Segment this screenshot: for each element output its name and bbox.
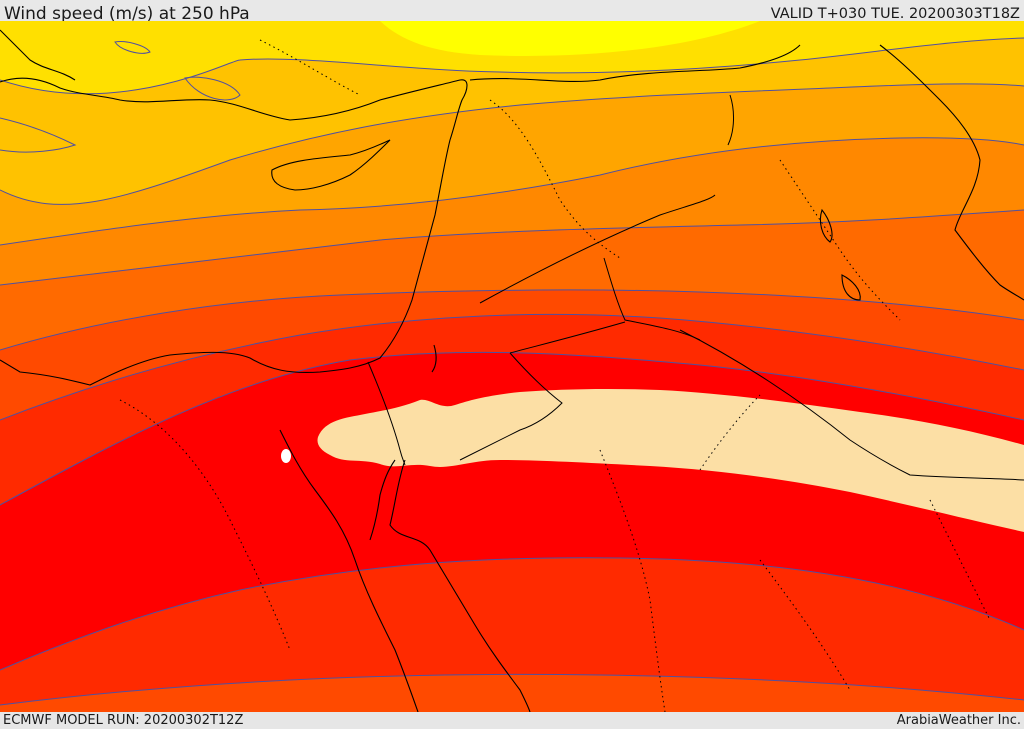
- jet-core: [317, 388, 1024, 532]
- border: [603, 257, 701, 341]
- coastline-lake: [819, 208, 833, 243]
- coastline-cyprus: [271, 139, 391, 191]
- contour-line: [0, 557, 1024, 671]
- coastline-aegean: [0, 29, 76, 81]
- border: [679, 329, 1024, 481]
- borders: [367, 94, 1024, 481]
- coastline-east: [879, 44, 1024, 301]
- contour-line: [184, 76, 241, 101]
- border: [479, 194, 716, 304]
- coastline-dead-sea: [431, 344, 437, 373]
- border: [509, 321, 626, 354]
- header-bar: Wind speed (m/s) at 250 hPa VALID T+030 …: [0, 0, 1024, 24]
- admin-line: [259, 39, 361, 96]
- admin-line: [699, 394, 761, 471]
- coastline-north: [469, 44, 801, 82]
- coastline-red-sea: [279, 429, 419, 712]
- map-title: Wind speed (m/s) at 250 hPa: [4, 4, 250, 24]
- coastline-gulf: [369, 459, 396, 541]
- valid-time: VALID T+030 TUE. 20200303T18Z: [770, 6, 1020, 22]
- contour-line: [0, 83, 1024, 205]
- model-run-label: ECMWF MODEL RUN: 20200302T12Z: [3, 713, 244, 728]
- admin-line: [599, 449, 666, 712]
- contour-line: [0, 117, 77, 153]
- wind-speed-map: [0, 21, 1024, 712]
- credit-label: ArabiaWeather Inc.: [896, 713, 1021, 728]
- contour-line: [0, 209, 1024, 286]
- admin-line: [759, 559, 851, 691]
- contour-line: [0, 313, 1024, 421]
- border: [367, 361, 406, 466]
- coastline: [0, 77, 468, 386]
- border: [727, 94, 734, 146]
- contour-lines: [0, 37, 1024, 706]
- jet-core-island: [281, 449, 291, 463]
- admin-line: [779, 159, 901, 321]
- contour-line: [0, 351, 1024, 506]
- coastline-lake: [841, 274, 861, 301]
- admin-line: [119, 399, 291, 651]
- coastline-red-sea-east: [389, 459, 531, 712]
- band-9-lower: [0, 557, 1024, 712]
- band-10-bottom: [0, 674, 1024, 712]
- contour-line: [0, 673, 1024, 706]
- coastlines: [0, 29, 1024, 712]
- contour-line: [0, 289, 1024, 351]
- admin-line: [489, 99, 621, 259]
- admin-lines: [119, 39, 991, 712]
- wind-speed-bands: [0, 21, 1024, 712]
- contour-line: [114, 41, 151, 54]
- contour-line: [0, 137, 1024, 246]
- band-yellow-patch: [380, 21, 760, 56]
- contour-line: [0, 37, 1024, 95]
- footer-bar: ECMWF MODEL RUN: 20200302T12Z ArabiaWeat…: [0, 712, 1024, 729]
- border: [459, 352, 563, 461]
